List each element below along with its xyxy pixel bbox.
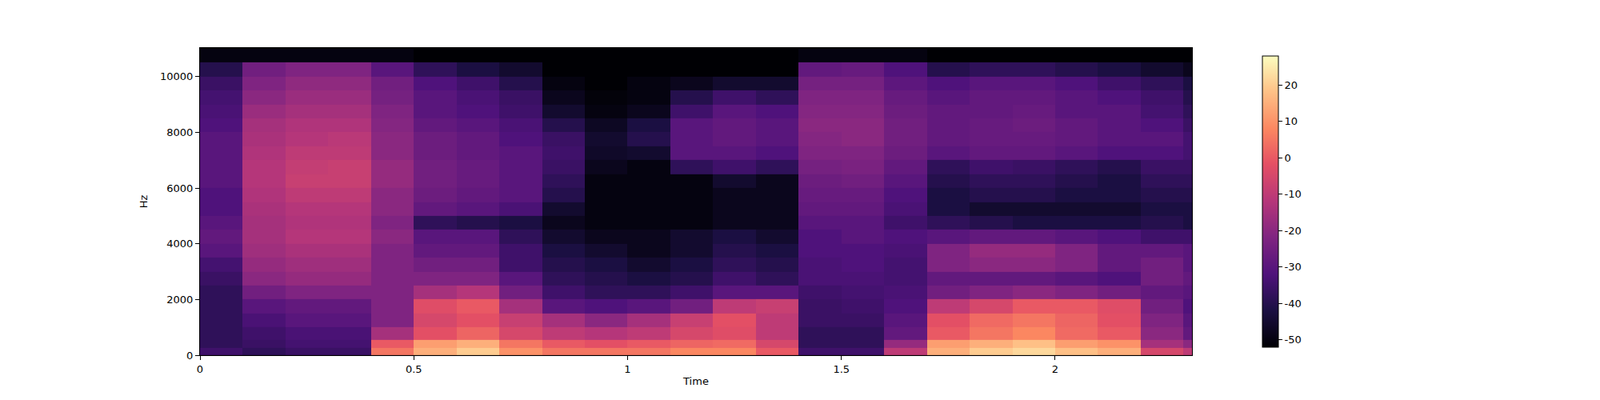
svg-text:2000: 2000 xyxy=(166,293,193,306)
svg-text:-40: -40 xyxy=(1284,297,1302,310)
svg-text:4000: 4000 xyxy=(166,237,193,250)
svg-text:0: 0 xyxy=(196,363,204,376)
svg-text:2: 2 xyxy=(1052,363,1059,376)
svg-text:1.5: 1.5 xyxy=(832,363,850,376)
svg-text:8000: 8000 xyxy=(166,126,193,139)
svg-text:0.5: 0.5 xyxy=(405,363,423,376)
svg-text:20: 20 xyxy=(1284,79,1299,92)
svg-text:1: 1 xyxy=(624,363,631,376)
svg-text:Hz: Hz xyxy=(137,195,150,209)
svg-text:-10: -10 xyxy=(1284,188,1302,200)
svg-text:10000: 10000 xyxy=(160,70,193,83)
svg-text:10: 10 xyxy=(1284,115,1299,128)
svg-text:6000: 6000 xyxy=(166,182,193,195)
svg-text:0: 0 xyxy=(1284,152,1292,164)
svg-text:Time: Time xyxy=(682,375,709,388)
svg-text:-30: -30 xyxy=(1284,260,1302,273)
svg-text:-50: -50 xyxy=(1284,333,1302,346)
svg-text:-20: -20 xyxy=(1284,224,1302,237)
svg-text:0: 0 xyxy=(186,349,193,362)
